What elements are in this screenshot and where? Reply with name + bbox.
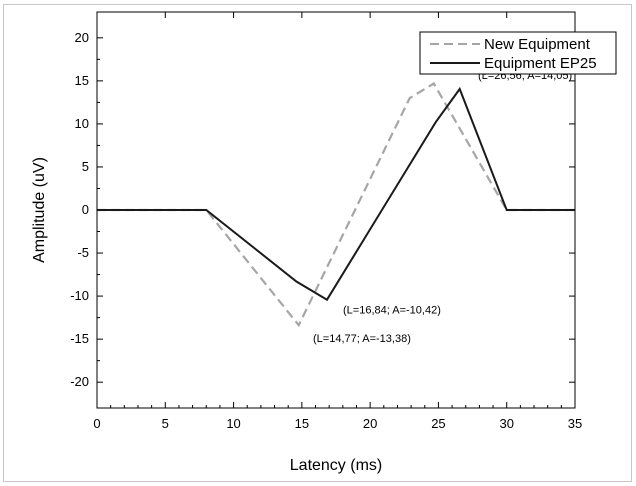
y-tick-label: -5	[77, 245, 89, 260]
data-annotation: (L=14,77; A=-13,38)	[313, 333, 411, 345]
x-tick-label: 35	[568, 416, 582, 431]
y-tick-label: 10	[75, 116, 89, 131]
x-tick-label: 0	[93, 416, 100, 431]
x-tick-label: 10	[226, 416, 240, 431]
y-tick-label: -15	[70, 331, 89, 346]
x-axis-label: Latency (ms)	[290, 457, 382, 474]
x-tick-label: 15	[295, 416, 309, 431]
plot-frame	[96, 11, 576, 409]
outer-frame	[3, 4, 632, 482]
y-tick-label: 5	[82, 159, 89, 174]
y-tick-label: -10	[70, 288, 89, 303]
series-layer	[97, 81, 575, 328]
x-tick-label: 20	[363, 416, 377, 431]
y-axis-label: Amplitude (uV)	[31, 157, 48, 263]
y-tick-label: -20	[70, 374, 89, 389]
y-tick-label: 15	[75, 73, 89, 88]
y-tick-label: 20	[75, 30, 89, 45]
x-tick-label: 5	[162, 416, 169, 431]
x-tick-label: 25	[431, 416, 445, 431]
y-tick-label: 0	[82, 202, 89, 217]
legend-label: New Equipment	[484, 36, 591, 53]
legend-label: Equipment EP25	[484, 55, 597, 72]
x-tick-label: 30	[499, 416, 513, 431]
tick-labels: 0 5 10 15 20 25 30 35 -20 -15 -10 -5 0 5 10 15 20	[70, 30, 582, 431]
series-line-1	[97, 81, 575, 328]
data-annotation: (L=16,84; A=-10,42)	[343, 305, 441, 317]
legend: New Equipment Equipment EP25	[419, 31, 617, 75]
series-line-2	[97, 86, 575, 302]
legend-box	[419, 31, 617, 75]
